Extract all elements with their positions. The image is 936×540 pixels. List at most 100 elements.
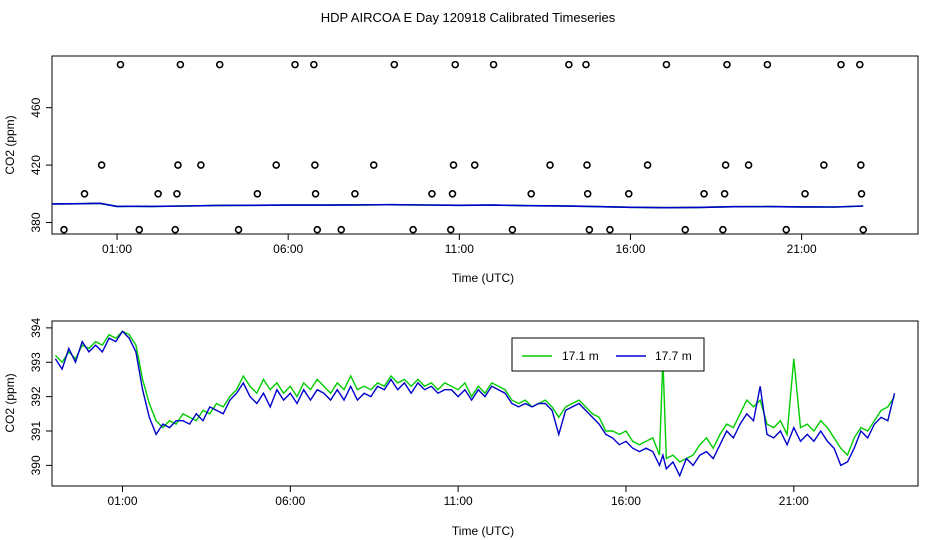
y-tick-label: 393 bbox=[29, 352, 43, 372]
scatter-point bbox=[744, 161, 753, 169]
scatter-point bbox=[176, 60, 185, 69]
scatter-point bbox=[313, 225, 322, 234]
scatter-y-axis-label: CO2 (ppm) bbox=[3, 115, 17, 174]
scatter-plot-frame bbox=[51, 55, 919, 235]
scatter-point bbox=[351, 190, 359, 198]
chart-title: HDP AIRCOA E Day 120918 Calibrated Times… bbox=[321, 10, 616, 25]
legend: 17.1 m 17.7 m bbox=[511, 337, 705, 372]
x-tick-label: 11:00 bbox=[444, 494, 473, 508]
scatter-point bbox=[719, 225, 727, 234]
scatter-point bbox=[173, 190, 181, 198]
legend-label-17-7: 17.7 m bbox=[655, 349, 692, 363]
scatter-point bbox=[662, 60, 671, 69]
x-tick-label: 11:00 bbox=[445, 242, 474, 256]
x-tick-label: 01:00 bbox=[107, 494, 137, 508]
scatter-point bbox=[446, 225, 455, 234]
scatter-point bbox=[583, 161, 591, 169]
x-tick-label: 21:00 bbox=[779, 494, 809, 508]
x-tick-label: 01:00 bbox=[102, 242, 132, 256]
scatter-point bbox=[448, 190, 457, 198]
scatter-point bbox=[681, 225, 690, 234]
scatter-point bbox=[449, 161, 458, 169]
scatter-point bbox=[272, 161, 281, 169]
x-tick-label: 06:00 bbox=[275, 494, 305, 508]
y-tick-label: 390 bbox=[29, 455, 43, 475]
line-series bbox=[54, 330, 896, 478]
scatter-point bbox=[197, 161, 205, 169]
scatter-point bbox=[489, 60, 498, 69]
legend-box bbox=[511, 337, 705, 372]
scatter-point bbox=[171, 225, 180, 234]
line-x-axis: 01:00 06:00 11:00 16:00 21:00 bbox=[107, 486, 809, 508]
scatter-point bbox=[451, 60, 460, 69]
scatter-x-axis-label: Time (UTC) bbox=[452, 271, 514, 285]
scatter-y-axis: 380 420 460 bbox=[29, 97, 52, 233]
scatter-point bbox=[369, 161, 378, 169]
scatter-point bbox=[763, 60, 772, 69]
scatter-point bbox=[723, 60, 731, 69]
legend-label-17-1: 17.1 m bbox=[562, 349, 599, 363]
y-tick-label: 391 bbox=[29, 421, 43, 441]
scatter-point bbox=[700, 190, 708, 198]
scatter-point bbox=[174, 161, 182, 169]
scatter-point bbox=[215, 60, 224, 69]
line-panel: 01:00 06:00 11:00 16:00 21:00 39039139239339… bbox=[3, 318, 919, 538]
scatter-point bbox=[234, 225, 243, 234]
scatter-point bbox=[837, 60, 845, 69]
scatter-point bbox=[582, 60, 590, 69]
scatter-point bbox=[606, 225, 614, 234]
line-y-axis: 390 391 392 393 394 bbox=[29, 318, 52, 475]
scatter-point bbox=[820, 161, 828, 169]
scatter-point bbox=[80, 190, 89, 198]
y-tick-label: 420 bbox=[29, 155, 43, 175]
series-line-0 bbox=[54, 330, 896, 463]
scatter-point bbox=[390, 60, 399, 69]
line-x-axis-label: Time (UTC) bbox=[452, 524, 514, 538]
scatter-x-axis: 01:00 06:00 11:00 16:00 21:00 bbox=[102, 234, 817, 256]
scatter-point bbox=[859, 225, 868, 234]
scatter-point bbox=[624, 190, 633, 198]
scatter-point bbox=[527, 190, 536, 198]
scatter-point bbox=[857, 161, 865, 169]
line-y-axis-label: CO2 (ppm) bbox=[3, 373, 17, 432]
scatter-point bbox=[135, 225, 144, 234]
scatter-point bbox=[643, 161, 652, 169]
scatter-point bbox=[546, 161, 554, 169]
scatter-point bbox=[721, 161, 730, 169]
y-tick-label: 392 bbox=[29, 386, 43, 406]
scatter-point bbox=[583, 190, 592, 198]
scatter-point bbox=[508, 225, 517, 234]
scatter-point bbox=[565, 60, 573, 69]
scatter-points bbox=[60, 60, 868, 234]
scatter-point bbox=[97, 161, 106, 169]
scatter-point bbox=[253, 190, 262, 198]
scatter-point bbox=[154, 190, 162, 198]
scatter-point bbox=[801, 190, 809, 198]
scatter-point bbox=[428, 190, 436, 198]
x-tick-label: 16:00 bbox=[615, 242, 645, 256]
series-line-1 bbox=[54, 330, 896, 478]
scatter-point bbox=[720, 190, 729, 198]
x-tick-label: 16:00 bbox=[611, 494, 641, 508]
scatter-point bbox=[291, 60, 299, 69]
line-plot-frame bbox=[51, 320, 919, 487]
scatter-point bbox=[60, 225, 68, 234]
scatter-point bbox=[311, 161, 319, 169]
x-tick-label: 21:00 bbox=[787, 242, 817, 256]
y-tick-label: 394 bbox=[29, 318, 43, 338]
scatter-point bbox=[311, 190, 320, 198]
scatter-point bbox=[310, 60, 318, 69]
scatter-panel-lines bbox=[51, 202, 864, 209]
scatter-point bbox=[337, 225, 346, 234]
scatter-point bbox=[857, 190, 866, 198]
scatter-point bbox=[856, 60, 864, 69]
scatter-point bbox=[409, 225, 417, 234]
y-tick-label: 380 bbox=[29, 212, 43, 232]
y-tick-label: 460 bbox=[29, 97, 43, 117]
scatter-point bbox=[782, 225, 791, 234]
series-line-1 bbox=[51, 202, 864, 209]
scatter-point bbox=[116, 60, 125, 69]
scatter-panel: 01:00 06:00 11:00 16:00 21:00 380 420 460 Time… bbox=[3, 55, 919, 285]
scatter-point bbox=[470, 161, 479, 169]
